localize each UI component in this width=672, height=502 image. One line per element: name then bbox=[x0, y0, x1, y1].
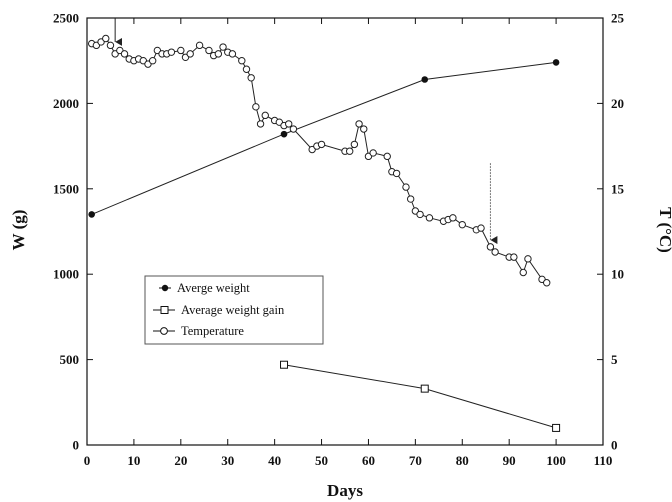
data-point bbox=[228, 50, 237, 58]
data-point bbox=[383, 152, 391, 161]
x-tick-label: 70 bbox=[409, 453, 422, 468]
data-point bbox=[242, 65, 251, 73]
right-y-tick-label: 15 bbox=[611, 181, 625, 196]
legend-marker-open-square bbox=[160, 306, 169, 314]
left-y-tick-label: 0 bbox=[73, 438, 80, 453]
x-tick-label: 100 bbox=[546, 453, 566, 468]
ticks: 0 10 20 30 40 50 60 70 80 90 100 110050010001500200… bbox=[53, 11, 625, 469]
series-line bbox=[91, 61, 557, 215]
series-line bbox=[91, 37, 547, 284]
legend-entry-average-weight: Averge weight bbox=[159, 281, 250, 295]
data-point bbox=[449, 214, 457, 222]
data-point bbox=[261, 111, 269, 120]
x-tick-label: 80 bbox=[456, 453, 469, 468]
x-tick-label: 60 bbox=[362, 453, 375, 468]
data-point bbox=[317, 140, 326, 149]
data-point bbox=[148, 57, 157, 65]
x-axis-title: Days bbox=[327, 481, 363, 500]
data-point bbox=[120, 50, 129, 58]
left-y-axis-title: W (g) bbox=[9, 210, 28, 251]
left-y-tick-label: 2000 bbox=[53, 96, 79, 111]
legend-label: Average weight gain bbox=[181, 303, 285, 317]
x-tick-label: 0 bbox=[84, 453, 91, 468]
series-temperature bbox=[87, 34, 551, 287]
data-point bbox=[369, 149, 377, 157]
legend-label: Temperature bbox=[181, 324, 244, 338]
data-point bbox=[406, 195, 415, 203]
data-point bbox=[285, 120, 293, 128]
data-point bbox=[458, 220, 466, 229]
data-point bbox=[477, 224, 485, 232]
data-point bbox=[420, 384, 429, 393]
annotations bbox=[114, 18, 498, 245]
left-y-tick-label: 1000 bbox=[53, 267, 79, 282]
legend-marker-open-circle bbox=[160, 327, 168, 335]
data-point bbox=[552, 59, 560, 66]
right-y-tick-label: 20 bbox=[611, 96, 624, 111]
data-point bbox=[167, 48, 176, 56]
data-point bbox=[543, 279, 551, 287]
data-point bbox=[219, 43, 227, 51]
legend-label: Averge weight bbox=[177, 281, 250, 295]
data-point bbox=[280, 360, 289, 369]
data-point bbox=[360, 125, 368, 133]
data-point bbox=[416, 210, 424, 219]
plot-frame bbox=[86, 17, 604, 446]
data-point bbox=[486, 243, 495, 251]
data-point bbox=[88, 211, 95, 218]
data-point bbox=[510, 253, 518, 261]
right-y-tick-label: 5 bbox=[611, 352, 618, 367]
data-point bbox=[355, 120, 363, 128]
data-point bbox=[177, 46, 185, 55]
data-point bbox=[421, 76, 429, 83]
data-point bbox=[350, 140, 359, 149]
right-y-tick-label: 10 bbox=[611, 267, 624, 282]
data-point bbox=[524, 255, 532, 263]
data-point bbox=[205, 46, 213, 55]
x-tick-label: 40 bbox=[268, 453, 281, 468]
data-point bbox=[392, 169, 401, 178]
data-point bbox=[519, 268, 527, 277]
data-point bbox=[491, 248, 499, 256]
data-point bbox=[247, 74, 255, 82]
data-point bbox=[252, 103, 260, 111]
series bbox=[87, 34, 561, 432]
data-point bbox=[552, 423, 561, 432]
data-point bbox=[106, 41, 115, 50]
data-point bbox=[214, 50, 223, 58]
legend: Averge weight Average weight gain Temper… bbox=[144, 275, 324, 345]
legend-entry-temperature: Temperature bbox=[153, 324, 244, 338]
right-y-tick-label: 25 bbox=[611, 11, 625, 26]
axes bbox=[86, 17, 604, 446]
x-tick-label: 50 bbox=[315, 453, 328, 468]
right-y-axis-title: T (°C) bbox=[656, 207, 672, 253]
data-point bbox=[280, 130, 288, 138]
data-point bbox=[425, 214, 434, 222]
series-average-weight-gain bbox=[280, 360, 561, 432]
left-y-tick-label: 500 bbox=[60, 352, 80, 367]
legend-entry-average-weight-gain: Average weight gain bbox=[153, 303, 285, 317]
data-point bbox=[402, 183, 410, 191]
right-y-tick-label: 0 bbox=[611, 438, 618, 453]
data-point bbox=[345, 147, 354, 155]
x-tick-label: 30 bbox=[221, 453, 234, 468]
left-y-tick-label: 1500 bbox=[53, 181, 79, 196]
series-averge-weight bbox=[88, 59, 560, 218]
left-y-tick-label: 2500 bbox=[53, 11, 79, 26]
data-point bbox=[102, 34, 110, 43]
x-tick-label: 20 bbox=[174, 453, 187, 468]
x-tick-label: 90 bbox=[503, 453, 516, 468]
x-tick-label: 10 bbox=[127, 453, 140, 468]
data-point bbox=[238, 57, 246, 65]
x-tick-label: 110 bbox=[594, 453, 613, 468]
data-point bbox=[186, 50, 194, 58]
data-point bbox=[195, 41, 204, 50]
data-point bbox=[289, 125, 298, 133]
data-point bbox=[256, 120, 265, 128]
series-line bbox=[283, 364, 557, 429]
